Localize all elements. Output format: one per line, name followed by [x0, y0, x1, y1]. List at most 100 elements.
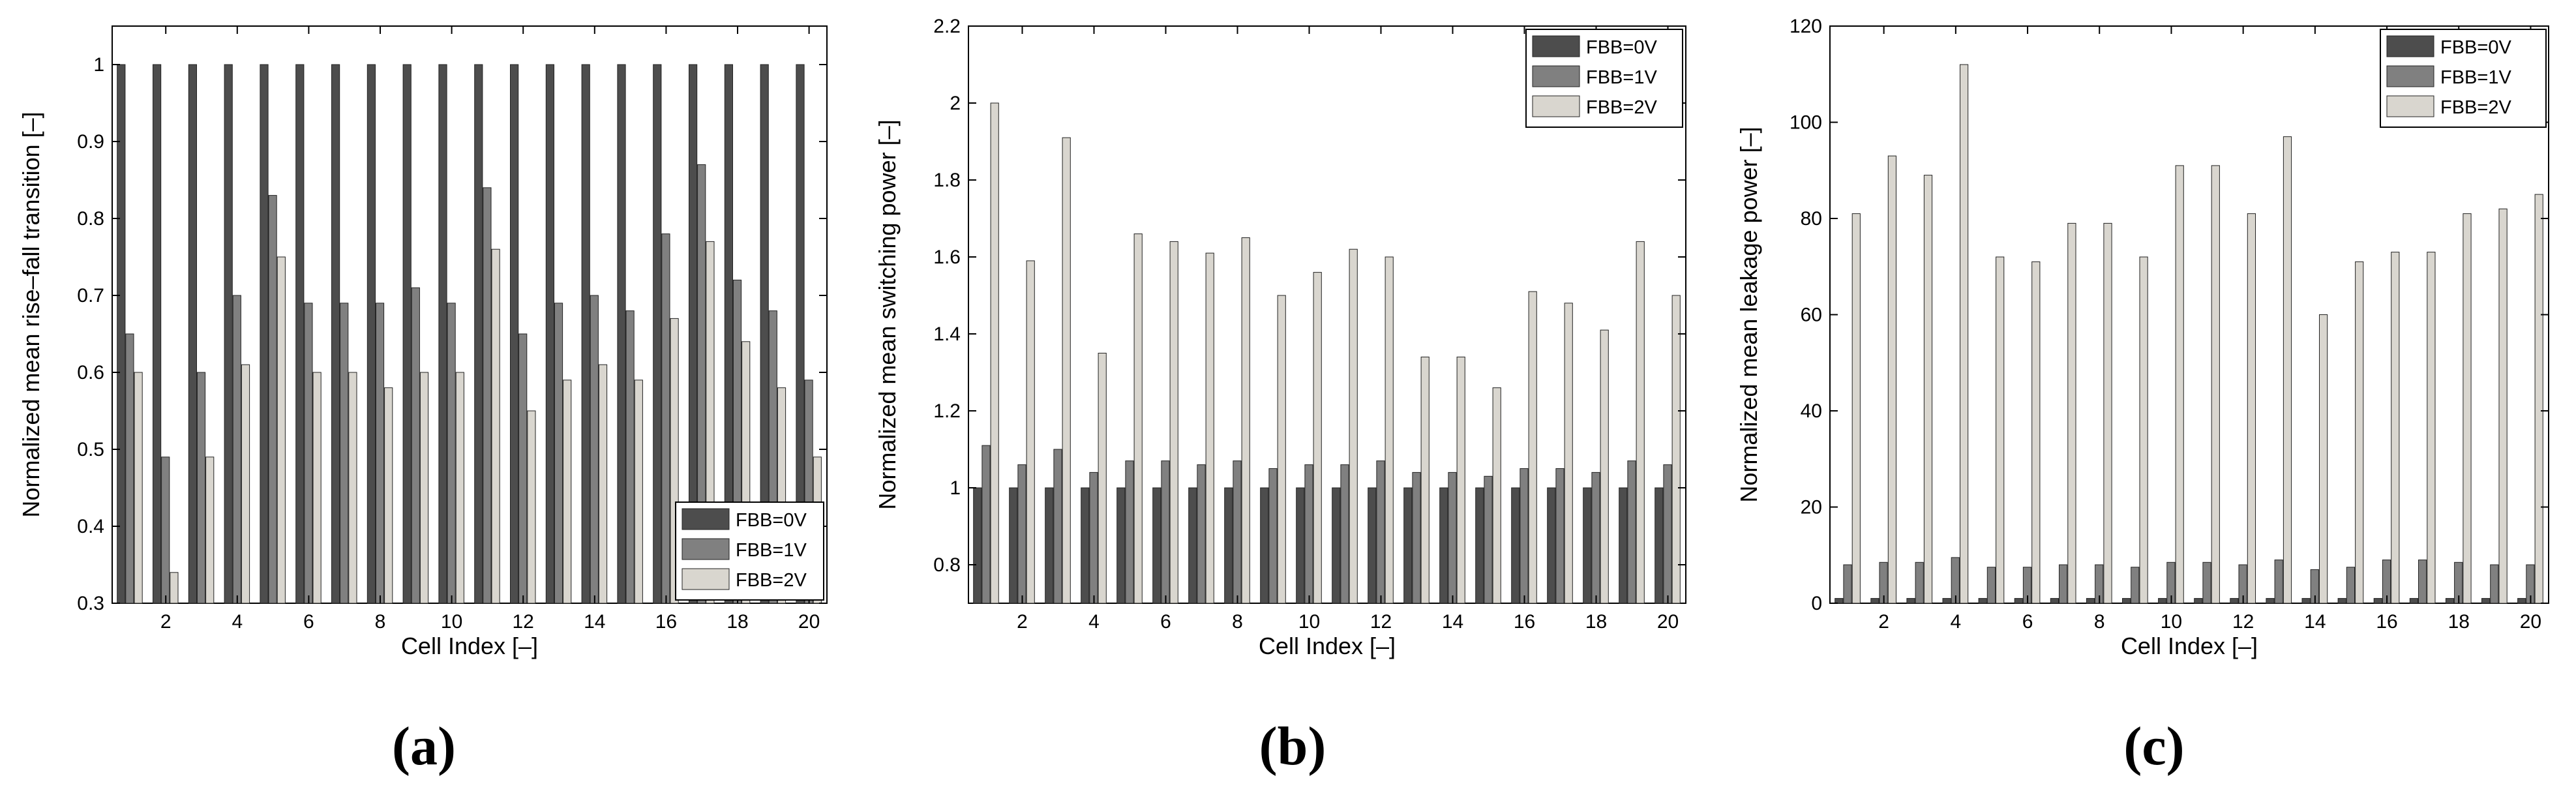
y-tick-label: 1.8: [933, 170, 961, 191]
bar: [367, 64, 376, 604]
legend-entry: FBB=1V: [736, 540, 807, 561]
x-tick-label: 20: [2520, 611, 2541, 633]
bar: [438, 64, 447, 604]
bar: [304, 303, 313, 604]
bar: [1053, 449, 1062, 604]
bar: [1870, 598, 1880, 604]
bar: [2391, 252, 2400, 604]
bar: [1152, 487, 1161, 604]
bar: [697, 164, 706, 604]
bar: [724, 64, 734, 604]
bar: [348, 372, 357, 604]
x-tick-label: 12: [2232, 611, 2254, 633]
bar: [419, 372, 429, 604]
bar: [1161, 460, 1170, 604]
bar: [1600, 329, 1609, 604]
y-tick-label: 0.6: [77, 362, 104, 383]
bar: [232, 295, 241, 604]
bar: [1017, 464, 1026, 604]
panel-label: (a): [392, 716, 456, 777]
x-tick-label: 12: [1370, 611, 1392, 633]
bar: [1081, 487, 1090, 604]
bar: [760, 64, 769, 604]
bar: [1009, 487, 1018, 604]
bar: [1996, 256, 2005, 604]
bar: [689, 64, 698, 604]
legend-swatch: [1532, 65, 1580, 87]
bar: [1636, 241, 1645, 604]
y-tick-label: 20: [1801, 497, 1822, 518]
bar: [2445, 598, 2455, 604]
bar: [402, 64, 412, 604]
legend-swatch: [2386, 65, 2434, 87]
bar: [634, 380, 643, 604]
bar: [796, 64, 805, 604]
bar: [598, 364, 608, 604]
x-tick-label: 18: [2448, 611, 2470, 633]
bar: [563, 380, 572, 604]
bar: [1555, 468, 1565, 604]
x-tick-label: 20: [798, 611, 820, 633]
x-tick-label: 14: [2304, 611, 2326, 633]
x-axis-label: Cell Index [–]: [2121, 633, 2258, 659]
bar: [161, 456, 170, 604]
bar: [1403, 487, 1413, 604]
bar: [1385, 256, 1394, 604]
chart-panel-1: 0.30.40.50.60.70.80.912 4 6 8 10 12 14 16 18 20Ce…: [18, 25, 828, 777]
y-tick-label: 1.2: [933, 400, 961, 422]
bar: [2418, 560, 2427, 604]
bar: [384, 387, 393, 604]
y-tick-label: 60: [1801, 305, 1822, 326]
x-tick-label: 18: [726, 611, 748, 633]
bar: [2337, 598, 2346, 604]
bar: [491, 248, 500, 604]
panel-label: (c): [2123, 716, 2184, 777]
bar: [1188, 487, 1197, 604]
bar: [153, 64, 162, 604]
bar: [1591, 471, 1600, 604]
bar: [617, 64, 626, 604]
y-tick-label: 0.4: [77, 516, 104, 537]
x-tick-label: 20: [1657, 611, 1679, 633]
bar: [2247, 213, 2256, 604]
bar: [2498, 208, 2508, 604]
bar: [1835, 598, 1844, 604]
bar: [1475, 487, 1484, 604]
bar: [340, 303, 349, 604]
legend-swatch: [1532, 35, 1580, 57]
bar: [1520, 468, 1529, 604]
bar: [1671, 295, 1681, 604]
bar: [2346, 567, 2356, 604]
bar: [2086, 598, 2095, 604]
bar: [1026, 260, 1035, 604]
bar: [2067, 222, 2076, 604]
bar: [2283, 136, 2292, 604]
bar: [661, 233, 670, 604]
bar: [2194, 598, 2203, 604]
legend-swatch: [681, 538, 730, 560]
bar: [483, 187, 492, 604]
bar: [447, 303, 456, 604]
bar: [1224, 487, 1233, 604]
bar: [1663, 464, 1672, 604]
legend-swatch: [2386, 95, 2434, 117]
bar: [1116, 487, 1126, 604]
bar: [625, 310, 635, 604]
bar: [1045, 487, 1054, 604]
bar: [268, 195, 277, 604]
x-tick-label: 6: [2022, 611, 2033, 633]
legend: FBB=0V FBB=1V FBB=2V: [675, 501, 824, 601]
y-tick-label: 1: [93, 54, 104, 76]
legend-entry: FBB=0V: [1586, 37, 1657, 58]
bar: [1098, 353, 1107, 604]
bar: [1304, 464, 1313, 604]
bar: [170, 572, 179, 604]
bar: [1986, 567, 1996, 604]
bar: [196, 372, 206, 604]
bar: [1169, 241, 1178, 604]
bar: [1492, 387, 1501, 604]
bar: [125, 333, 134, 604]
x-tick-label: 2: [1878, 611, 1889, 633]
bar: [1368, 487, 1377, 604]
panel-label: (b): [1259, 716, 1326, 777]
